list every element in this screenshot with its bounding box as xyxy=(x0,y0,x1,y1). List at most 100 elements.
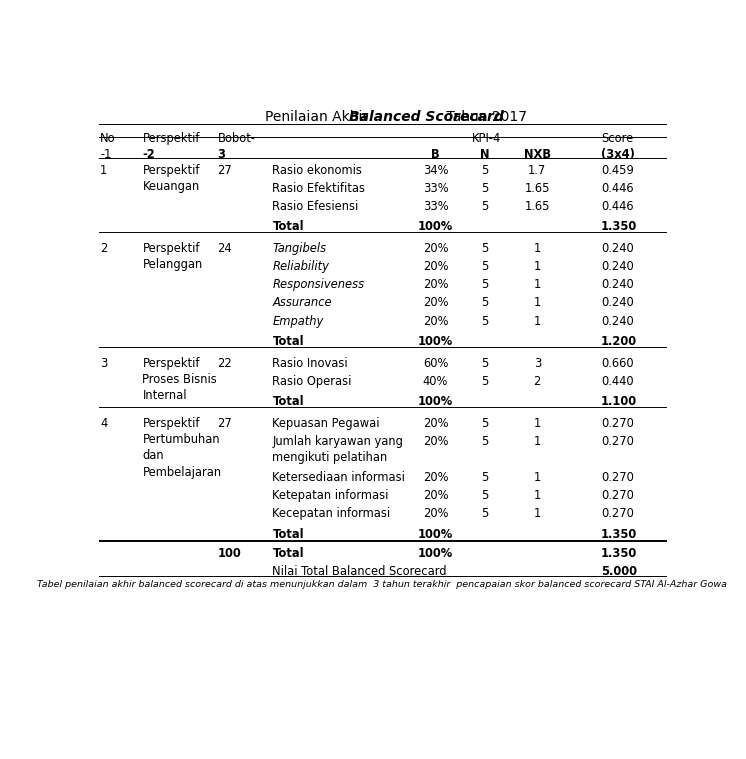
Text: 20%: 20% xyxy=(423,297,448,310)
Text: Pertumbuhan: Pertumbuhan xyxy=(142,433,220,446)
Text: 1: 1 xyxy=(533,279,541,291)
Text: Tabel penilaian akhir balanced scorecard di atas menunjukkan dalam  3 tahun tera: Tabel penilaian akhir balanced scorecard… xyxy=(37,581,727,589)
Text: Rasio ekonomis: Rasio ekonomis xyxy=(272,164,363,177)
Text: 100: 100 xyxy=(218,547,241,560)
Text: Tahun 2017: Tahun 2017 xyxy=(442,110,527,124)
Text: 40%: 40% xyxy=(423,375,448,388)
Text: 34%: 34% xyxy=(423,164,448,177)
Text: Nilai Total Balanced Scorecard: Nilai Total Balanced Scorecard xyxy=(272,565,447,578)
Text: 1: 1 xyxy=(533,471,541,484)
Text: Proses Bisnis: Proses Bisnis xyxy=(142,373,217,386)
Text: 5: 5 xyxy=(482,314,489,328)
Text: 100%: 100% xyxy=(418,547,453,560)
Text: 1: 1 xyxy=(533,260,541,273)
Text: 1: 1 xyxy=(533,417,541,430)
Text: 0.459: 0.459 xyxy=(601,164,633,177)
Text: 0.660: 0.660 xyxy=(601,357,633,370)
Text: Kecepatan informasi: Kecepatan informasi xyxy=(272,507,391,521)
Text: 20%: 20% xyxy=(423,242,448,255)
Text: 1.65: 1.65 xyxy=(524,200,550,213)
Text: Reliability: Reliability xyxy=(272,260,329,273)
Text: Ketepatan informasi: Ketepatan informasi xyxy=(272,490,389,502)
Text: Balanced Scorecard: Balanced Scorecard xyxy=(348,110,504,124)
Text: 27: 27 xyxy=(218,164,232,177)
Text: 1.350: 1.350 xyxy=(601,547,637,560)
Text: 20%: 20% xyxy=(423,471,448,484)
Text: 1: 1 xyxy=(533,507,541,521)
Text: 20%: 20% xyxy=(423,260,448,273)
Text: 5: 5 xyxy=(482,471,489,484)
Text: Penilaian Akhir: Penilaian Akhir xyxy=(266,110,373,124)
Text: 0.270: 0.270 xyxy=(601,507,634,521)
Text: 0.240: 0.240 xyxy=(601,242,633,255)
Text: 0.240: 0.240 xyxy=(601,279,633,291)
Text: 1.7: 1.7 xyxy=(528,164,546,177)
Text: 20%: 20% xyxy=(423,279,448,291)
Text: Assurance: Assurance xyxy=(272,297,332,310)
Text: 5: 5 xyxy=(482,260,489,273)
Text: 5: 5 xyxy=(482,417,489,430)
Text: 0.270: 0.270 xyxy=(601,435,634,448)
Text: Perspektif: Perspektif xyxy=(142,357,200,370)
Text: 5: 5 xyxy=(482,435,489,448)
Text: Bobot-: Bobot- xyxy=(218,132,256,145)
Text: 5: 5 xyxy=(482,507,489,521)
Text: 100%: 100% xyxy=(418,528,453,541)
Text: 0.446: 0.446 xyxy=(601,182,633,195)
Text: Rasio Inovasi: Rasio Inovasi xyxy=(272,357,348,370)
Text: Total: Total xyxy=(272,547,304,560)
Text: 5: 5 xyxy=(482,182,489,195)
Text: B: B xyxy=(431,148,440,161)
Text: Kepuasan Pegawai: Kepuasan Pegawai xyxy=(272,417,380,430)
Text: 100%: 100% xyxy=(418,335,453,348)
Text: Responsiveness: Responsiveness xyxy=(272,279,365,291)
Text: 1: 1 xyxy=(533,435,541,448)
Text: 5: 5 xyxy=(482,200,489,213)
Text: 1: 1 xyxy=(533,314,541,328)
Text: Tangibels: Tangibels xyxy=(272,242,327,255)
Text: 0.270: 0.270 xyxy=(601,417,634,430)
Text: 5: 5 xyxy=(482,490,489,502)
Text: 5.000: 5.000 xyxy=(601,565,637,578)
Text: (3x4): (3x4) xyxy=(601,148,635,161)
Text: 1: 1 xyxy=(100,164,107,177)
Text: Ketersediaan informasi: Ketersediaan informasi xyxy=(272,471,405,484)
Text: 3: 3 xyxy=(218,148,225,161)
Text: 1.200: 1.200 xyxy=(601,335,637,348)
Text: 0.440: 0.440 xyxy=(601,375,633,388)
Text: NXB: NXB xyxy=(524,148,551,161)
Text: 0.240: 0.240 xyxy=(601,314,633,328)
Text: 1.65: 1.65 xyxy=(524,182,550,195)
Text: 22: 22 xyxy=(218,357,232,370)
Text: 5: 5 xyxy=(482,357,489,370)
Text: 1.100: 1.100 xyxy=(601,395,637,408)
Text: Rasio Efesiensi: Rasio Efesiensi xyxy=(272,200,359,213)
Text: 3: 3 xyxy=(100,357,107,370)
Text: Perspektif: Perspektif xyxy=(142,132,200,145)
Text: 27: 27 xyxy=(218,417,232,430)
Text: 1: 1 xyxy=(533,297,541,310)
Text: Perspektif: Perspektif xyxy=(142,164,200,177)
Text: 1: 1 xyxy=(533,242,541,255)
Text: N: N xyxy=(480,148,490,161)
Text: 20%: 20% xyxy=(423,507,448,521)
Text: 20%: 20% xyxy=(423,314,448,328)
Text: 60%: 60% xyxy=(423,357,448,370)
Text: mengikuti pelatihan: mengikuti pelatihan xyxy=(272,451,388,465)
Text: 0.240: 0.240 xyxy=(601,260,633,273)
Text: dan: dan xyxy=(142,449,164,462)
Text: 1.350: 1.350 xyxy=(601,528,637,541)
Text: Pembelajaran: Pembelajaran xyxy=(142,466,222,479)
Text: 0.270: 0.270 xyxy=(601,471,634,484)
Text: 2: 2 xyxy=(100,242,107,255)
Text: 1: 1 xyxy=(533,490,541,502)
Text: 5: 5 xyxy=(482,164,489,177)
Text: 5: 5 xyxy=(482,279,489,291)
Text: -2: -2 xyxy=(142,148,155,161)
Text: Jumlah karyawan yang: Jumlah karyawan yang xyxy=(272,435,404,448)
Text: 33%: 33% xyxy=(423,182,448,195)
Text: KPI-4: KPI-4 xyxy=(471,132,501,145)
Text: 20%: 20% xyxy=(423,417,448,430)
Text: Score: Score xyxy=(601,132,633,145)
Text: Perspektif: Perspektif xyxy=(142,417,200,430)
